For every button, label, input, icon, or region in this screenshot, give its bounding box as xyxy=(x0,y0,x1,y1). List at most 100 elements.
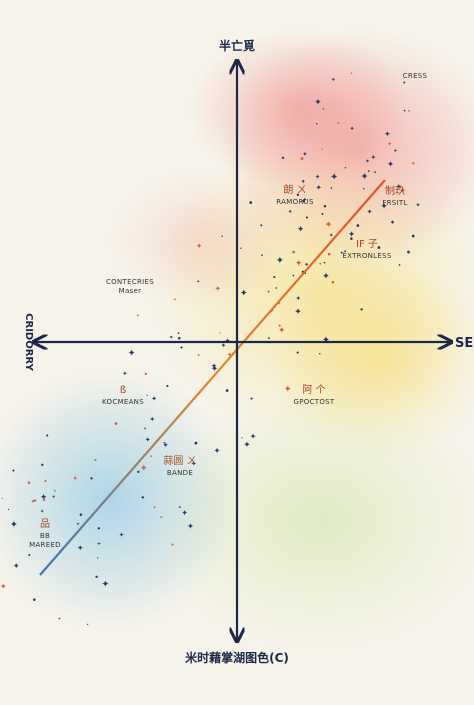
star: ✦ xyxy=(58,616,62,621)
star: ✦ xyxy=(33,498,37,504)
star: ✦ xyxy=(340,251,344,257)
star: ✦ xyxy=(276,255,284,266)
star: • xyxy=(349,234,354,245)
star: ✦ xyxy=(145,435,151,444)
star: ✦ xyxy=(288,209,293,216)
star: ✦ xyxy=(277,323,282,329)
star: • xyxy=(170,540,174,549)
star: ✦ xyxy=(331,77,336,84)
star: • xyxy=(337,122,340,128)
star: ✦ xyxy=(250,432,257,441)
star: ✦ xyxy=(284,384,292,395)
label-text: KOCMEANS xyxy=(102,398,144,406)
star: ✦ xyxy=(361,172,369,183)
star: • xyxy=(272,274,276,282)
star: ✦ xyxy=(196,241,203,250)
star: • xyxy=(221,234,224,240)
star: • xyxy=(393,146,397,155)
star: ✦ xyxy=(40,509,45,515)
star: • xyxy=(299,154,305,165)
star: ✦ xyxy=(322,272,330,282)
star: ✦ xyxy=(179,345,184,352)
star: ✦ xyxy=(97,541,102,547)
star: • xyxy=(350,71,353,77)
label-text: EXTRONLESS xyxy=(342,252,391,260)
star: ✦ xyxy=(149,415,155,423)
star: ✦ xyxy=(173,297,177,303)
star: ✦ xyxy=(181,508,188,517)
trend-line xyxy=(39,179,386,576)
star: • xyxy=(193,438,199,449)
star: ✦ xyxy=(415,202,420,209)
star: ✦ xyxy=(259,223,263,229)
star: ✦ xyxy=(329,232,334,239)
star: • xyxy=(43,477,47,486)
star: ✦ xyxy=(348,230,355,240)
star: • xyxy=(330,277,335,288)
star: • xyxy=(52,492,56,501)
star: ✦ xyxy=(143,426,147,431)
label-sub: MAREED xyxy=(29,541,61,549)
star: ✦ xyxy=(40,493,48,503)
star: • xyxy=(241,436,243,441)
star: • xyxy=(239,247,242,252)
axis-label-top: 半亡覓 xyxy=(219,38,255,53)
star: • xyxy=(320,211,324,219)
star: ✦ xyxy=(350,125,355,132)
star: • xyxy=(32,595,37,606)
star: ✦ xyxy=(330,185,334,190)
label-text: BANDE xyxy=(167,469,193,477)
star: • xyxy=(280,153,285,163)
star: • xyxy=(321,147,324,153)
star: ✦ xyxy=(275,285,279,290)
star: ✦ xyxy=(295,295,301,303)
star: • xyxy=(295,190,300,200)
star: • xyxy=(326,250,331,260)
star: • xyxy=(373,170,377,177)
star: ✦ xyxy=(297,225,305,235)
star: • xyxy=(323,202,328,212)
star: • xyxy=(165,381,169,390)
star: ✦ xyxy=(343,249,347,255)
star: ✦ xyxy=(277,301,281,306)
star: • xyxy=(250,394,254,403)
star: • xyxy=(27,551,31,560)
label-sub: Maser xyxy=(119,287,142,295)
star: ✦ xyxy=(380,202,388,212)
star: ✦ xyxy=(387,160,394,170)
label-glyph: 蒜圆 ㄨ xyxy=(163,455,196,467)
star: ✦ xyxy=(152,505,156,511)
star: ✦ xyxy=(266,290,271,296)
star: ✦ xyxy=(316,183,323,192)
star: ✦ xyxy=(399,186,407,196)
star: • xyxy=(406,247,412,258)
star: • xyxy=(143,370,148,379)
label-text: GPOCTOST xyxy=(294,398,335,406)
star: • xyxy=(365,157,370,166)
star: ✦ xyxy=(318,262,322,268)
label-glyph: 制玖 xyxy=(385,184,405,197)
star: • xyxy=(376,243,382,254)
star: ✦ xyxy=(240,288,248,299)
label-text: FRSITL xyxy=(382,199,407,207)
star: ✦ xyxy=(140,463,148,474)
star: ✦ xyxy=(314,98,322,108)
star: • xyxy=(248,198,254,209)
star: • xyxy=(11,466,15,475)
star: • xyxy=(54,489,57,494)
star: • xyxy=(322,107,325,112)
star: • xyxy=(318,351,321,357)
star: ✦ xyxy=(322,335,330,346)
star: ✦ xyxy=(191,459,197,468)
star: ✦ xyxy=(398,263,402,269)
star: ✦ xyxy=(136,313,140,319)
label-glyph: 朗 ㄨ xyxy=(283,184,306,196)
star: • xyxy=(219,332,222,337)
star: • xyxy=(94,572,99,582)
axis-label-right: SE xyxy=(455,336,473,351)
star: • xyxy=(411,160,416,169)
star: ✦ xyxy=(243,441,250,451)
star: ✦ xyxy=(215,284,222,293)
star: • xyxy=(260,254,263,260)
